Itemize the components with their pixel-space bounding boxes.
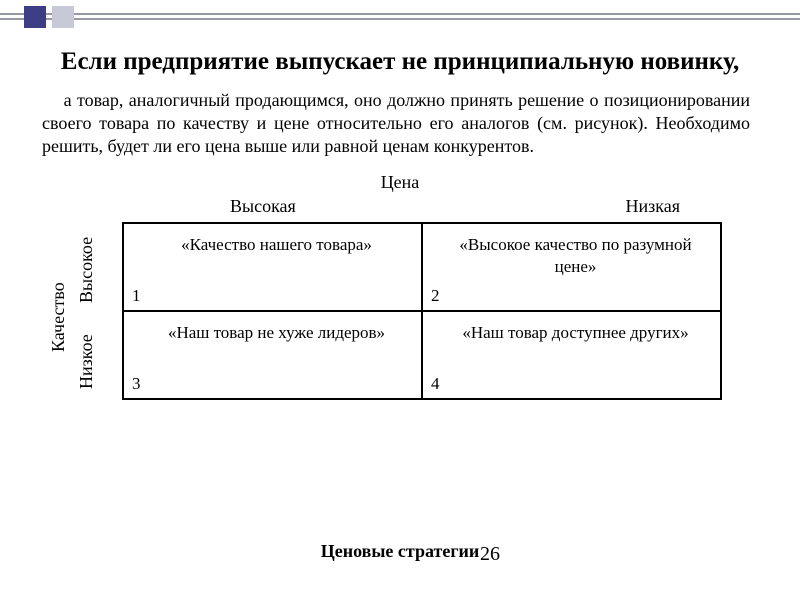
cell-text: «Высокое качество по разумной цене» [459,235,691,275]
matrix-cell-2: «Высокое качество по разумной цене» 2 [422,223,721,311]
decor-line-1 [0,13,800,15]
slide-title: Если предприятие выпускает не принципиал… [60,46,740,77]
row-header-low: Низкое [76,322,97,402]
slide-body-text: а товар, аналогичный продающимся, оно до… [40,89,760,158]
slide-content: Если предприятие выпускает не принципиал… [40,40,760,590]
column-header-low: Низкая [626,196,680,217]
row-header-high: Высокое [76,230,97,310]
matrix-cell-3: «Наш товар не хуже лидеров» 3 [123,311,422,399]
decor-box-2 [52,6,74,28]
figure-caption: Ценовые стратегии [40,541,760,562]
decor-box-1 [24,6,46,28]
column-headers: Высокая Низкая [170,196,740,220]
axis-label-quality: Качество [48,232,69,402]
cell-number: 3 [132,373,141,394]
cell-text: «Качество нашего товара» [181,235,372,254]
page-number: 26 [480,543,500,566]
matrix-cell-4: «Наш товар доступнее других» 4 [422,311,721,399]
pricing-matrix: Цена Высокая Низкая Качество Высокое Низ… [40,172,760,432]
matrix-row-bottom: «Наш товар не хуже лидеров» 3 «Наш товар… [123,311,721,399]
matrix-row-top: «Качество нашего товара» 1 «Высокое каче… [123,223,721,311]
cell-number: 1 [132,285,141,306]
column-header-high: Высокая [230,196,296,217]
cell-text: «Наш товар доступнее других» [462,323,688,342]
decor-line-2 [0,18,800,20]
header-decor [0,8,800,30]
cell-number: 4 [431,373,440,394]
matrix-cell-1: «Качество нашего товара» 1 [123,223,422,311]
cell-text: «Наш товар не хуже лидеров» [168,323,385,342]
axis-label-price: Цена [40,172,760,193]
cell-number: 2 [431,285,440,306]
matrix-grid: «Качество нашего товара» 1 «Высокое каче… [122,222,722,400]
